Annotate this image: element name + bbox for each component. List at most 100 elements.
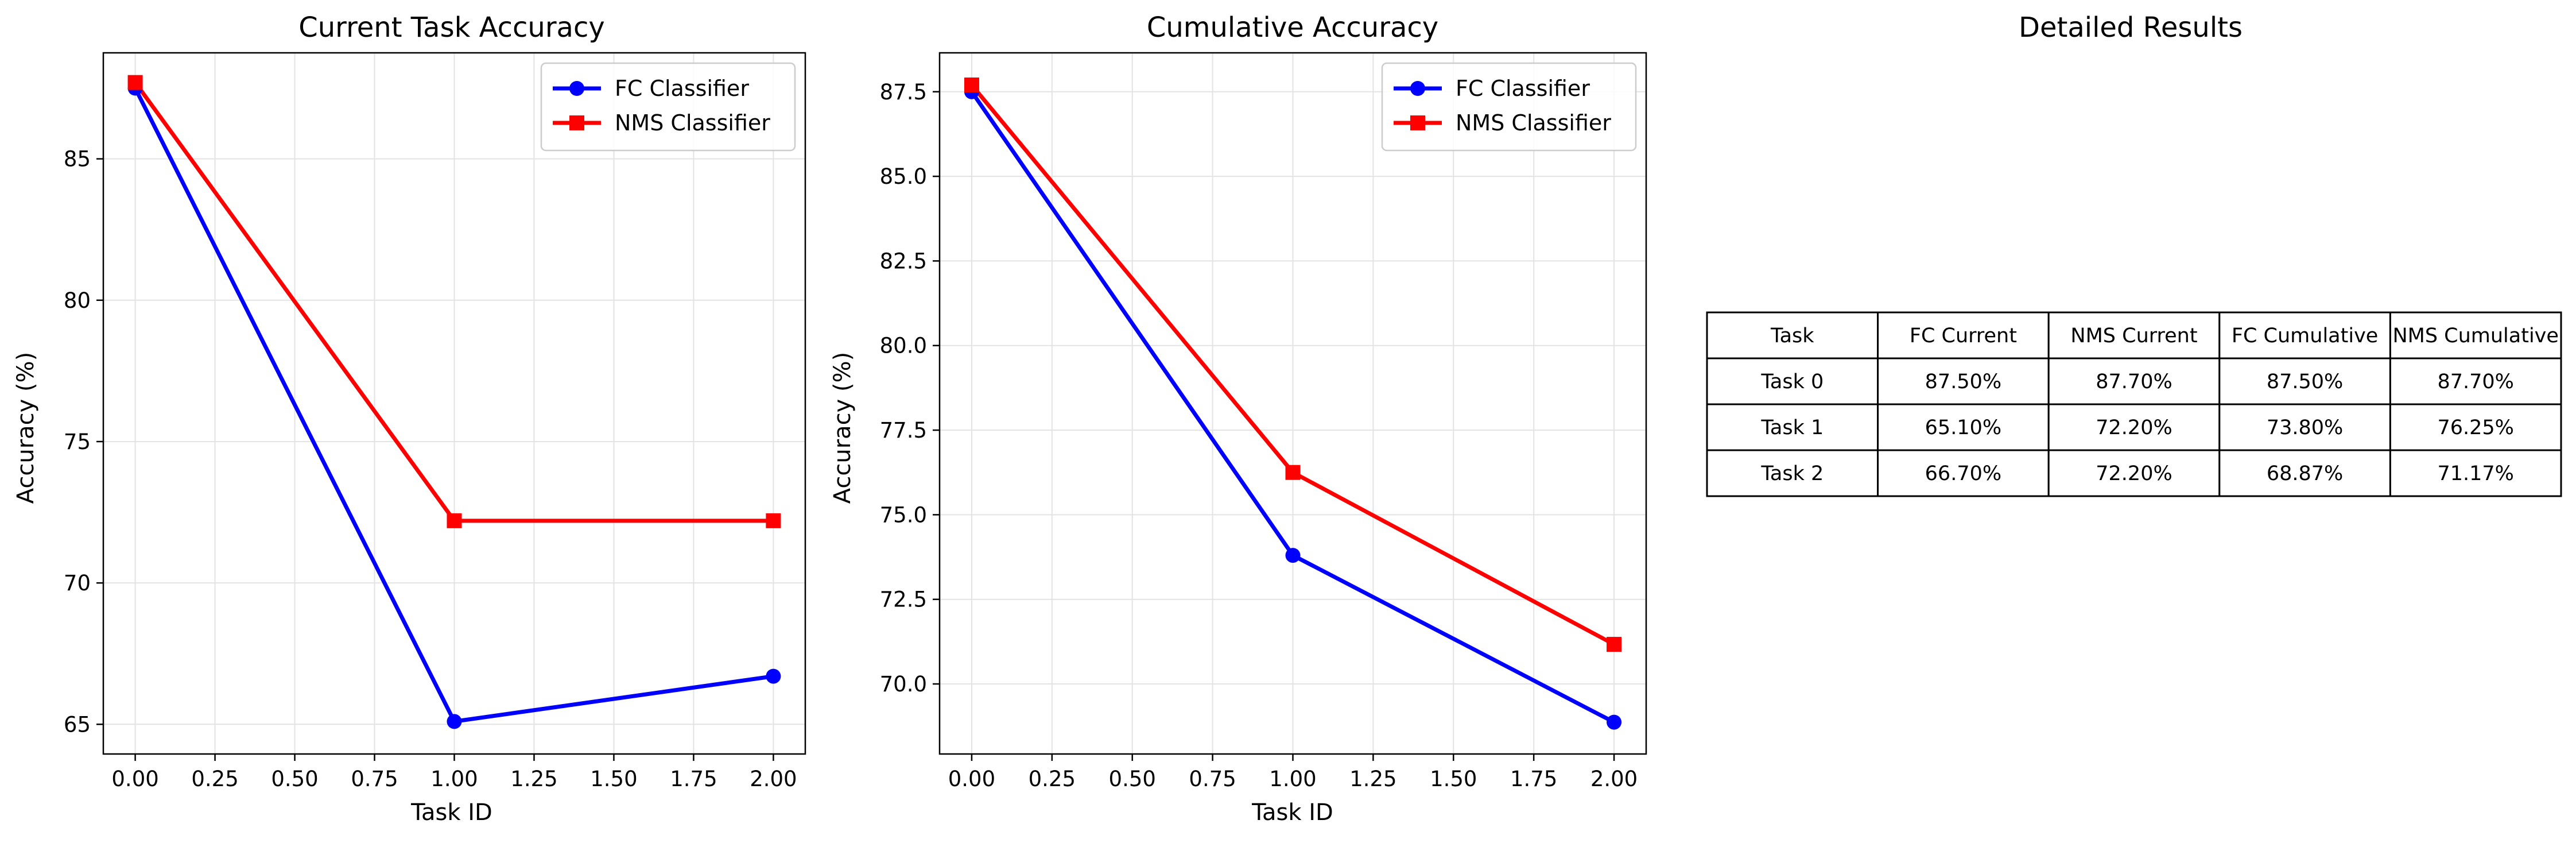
y-tick-label: 72.5 xyxy=(880,587,927,612)
table-header-text: FC Current xyxy=(1910,324,2017,347)
y-tick-label: 65 xyxy=(64,712,91,737)
table-cell xyxy=(2218,357,2391,405)
x-tick-label: 1.25 xyxy=(510,767,557,791)
y-tick-label: 80.0 xyxy=(880,334,927,358)
chart-title: Cumulative Accuracy xyxy=(1147,11,1438,44)
table-header-text: NMS Current xyxy=(2070,324,2197,347)
table-cell-text: 87.50% xyxy=(1925,370,2001,393)
legend-label: FC Classifier xyxy=(1456,76,1590,101)
x-tick-label: 0.50 xyxy=(1109,767,1156,791)
x-tick-label: 2.00 xyxy=(1590,767,1638,791)
table-cell-text: 87.50% xyxy=(2267,370,2343,393)
x-tick-label: 0.75 xyxy=(1189,767,1236,791)
fc-classifier-point xyxy=(447,714,462,729)
x-tick-label: 1.25 xyxy=(1349,767,1396,791)
x-tick-label: 0.25 xyxy=(191,767,238,791)
axes-frame xyxy=(938,52,1647,755)
y-tick-label: 85 xyxy=(64,147,91,172)
y-tick-label: 80 xyxy=(64,288,91,313)
table-cell xyxy=(2389,403,2562,451)
fc-classifier-point xyxy=(1607,714,1622,730)
table-cell xyxy=(2218,449,2391,497)
x-tick-label: 1.50 xyxy=(590,767,637,791)
table-cell-text: 68.87% xyxy=(2267,462,2343,485)
nms-classifier-point xyxy=(127,75,143,90)
x-tick-label: 2.00 xyxy=(750,767,797,791)
table-cell-text: Task 1 xyxy=(1760,416,1824,439)
x-tick-label: 1.00 xyxy=(1269,767,1316,791)
table-cell xyxy=(2047,449,2221,497)
x-tick-label: 0.75 xyxy=(351,767,398,791)
y-tick-label: 85.0 xyxy=(880,164,927,189)
x-tick-label: 0.50 xyxy=(271,767,318,791)
x-tick-label: 0.25 xyxy=(1029,767,1076,791)
nms-classifier-point xyxy=(766,513,781,528)
chart-title: Current Task Accuracy xyxy=(298,11,605,44)
detailed-results-table: Detailed Results Task FC Current NMS Curre… xyxy=(1706,11,2562,497)
table-cell-text: 72.20% xyxy=(2096,462,2172,485)
table-cell-text: 87.70% xyxy=(2437,370,2513,393)
table-cell xyxy=(2389,357,2562,405)
table-title: Detailed Results xyxy=(2019,11,2243,44)
legend-marker xyxy=(1410,81,1425,96)
legend-label: NMS Classifier xyxy=(615,110,770,136)
table-cell xyxy=(1706,403,1879,451)
table-cell-text: Task 0 xyxy=(1760,370,1824,393)
table-cell-text: 65.10% xyxy=(1925,416,2001,439)
x-axis-label: Task ID xyxy=(410,799,492,826)
cumulative-accuracy-chart: Cumulative Accuracy 0.00 0.25 0.50 0.75 1.00… xyxy=(829,11,1647,826)
table-cell xyxy=(1877,357,2050,405)
nms-classifier-point xyxy=(447,513,462,528)
table-header-text: Task xyxy=(1770,324,1814,347)
x-tick-label: 1.75 xyxy=(1510,767,1557,791)
legend-marker xyxy=(1410,115,1425,130)
table-cell xyxy=(1877,449,2050,497)
table-cell xyxy=(2389,449,2562,497)
legend-box xyxy=(1381,62,1637,152)
y-tick-label: 77.5 xyxy=(880,418,927,443)
table-cell xyxy=(1706,357,1879,405)
table-header-text: NMS Cumulative xyxy=(2392,324,2559,347)
current-task-accuracy-chart: Current Task Accuracy 0.00 0.25 0.50 0.75 1.… xyxy=(13,11,806,826)
y-axis-label: Accuracy (%) xyxy=(829,352,856,504)
fc-classifier-point xyxy=(766,668,781,684)
x-tick-label: 1.75 xyxy=(670,767,717,791)
table-cell-text: Task 2 xyxy=(1760,462,1824,485)
legend-box xyxy=(540,62,796,152)
table-cell-text: 73.80% xyxy=(2267,416,2343,439)
legend: FC Classifier NMS Classifier xyxy=(540,62,796,152)
table-header-cell xyxy=(2218,311,2391,359)
y-tick-label: 75 xyxy=(64,430,91,454)
table-cell xyxy=(2047,357,2221,405)
legend-label: NMS Classifier xyxy=(1456,110,1611,136)
y-tick-label: 70 xyxy=(64,571,91,595)
table-header-text: FC Cumulative xyxy=(2232,324,2378,347)
fc-classifier-point xyxy=(1285,548,1301,563)
nms-classifier-point xyxy=(1607,637,1622,652)
legend-label: FC Classifier xyxy=(615,76,749,101)
y-tick-label: 82.5 xyxy=(880,249,927,273)
x-tick-label: 0.00 xyxy=(948,767,995,791)
nms-classifier-point xyxy=(1285,465,1301,480)
table-header-cell xyxy=(2389,311,2562,359)
table-header-cell xyxy=(1877,311,2050,359)
x-axis-label: Task ID xyxy=(1251,799,1333,826)
legend: FC Classifier NMS Classifier xyxy=(1381,62,1637,152)
y-tick-label: 70.0 xyxy=(880,672,927,697)
table-cell-text: 76.25% xyxy=(2437,416,2513,439)
x-tick-label: 1.50 xyxy=(1430,767,1477,791)
nms-classifier-point xyxy=(964,77,979,92)
table-cell xyxy=(1706,449,1879,497)
legend-marker xyxy=(569,115,584,130)
table-cell-text: 87.70% xyxy=(2096,370,2172,393)
x-tick-label: 1.00 xyxy=(430,767,478,791)
y-tick-label: 75.0 xyxy=(880,502,927,527)
table-cell-text: 71.17% xyxy=(2437,462,2513,485)
y-tick-label: 87.5 xyxy=(880,80,927,105)
table-cell-text: 72.20% xyxy=(2096,416,2172,439)
axes-frame xyxy=(102,52,806,755)
y-axis-label: Accuracy (%) xyxy=(13,352,39,504)
table-cell-text: 66.70% xyxy=(1925,462,2001,485)
table-header-cell xyxy=(1706,311,1879,359)
